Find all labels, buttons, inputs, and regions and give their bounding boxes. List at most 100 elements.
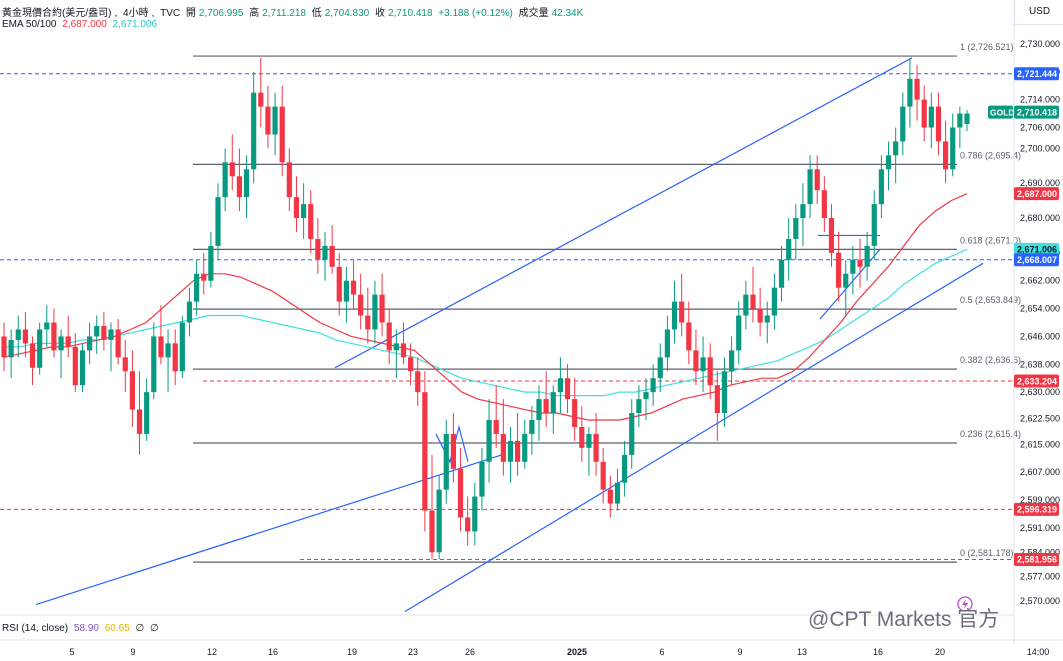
- candle-body: [372, 294, 378, 330]
- candle-body: [836, 252, 842, 288]
- candle-body: [422, 392, 428, 511]
- candle-body: [336, 266, 342, 302]
- candle-body: [37, 329, 43, 368]
- candle: [186, 287, 193, 337]
- currency-button[interactable]: USD: [1014, 0, 1063, 25]
- candle: [358, 273, 364, 330]
- candle: [814, 155, 820, 205]
- candle-body: [928, 106, 934, 128]
- fib-level-label: 0.786 (2,695.4): [960, 150, 1021, 160]
- candle-body: [450, 433, 456, 469]
- candle: [415, 357, 421, 407]
- candle-body: [108, 329, 114, 340]
- candle-body: [350, 280, 357, 295]
- time-tick-label: 12: [207, 647, 217, 657]
- candle-body: [614, 482, 621, 504]
- candle: [757, 287, 763, 337]
- candle-body: [679, 301, 685, 323]
- candle: [329, 225, 335, 274]
- rsi-value: 58.90: [73, 623, 99, 634]
- price-tag-bg: [1014, 242, 1059, 256]
- open-value: 2,706.995: [198, 8, 244, 19]
- candle-body: [101, 325, 107, 340]
- candle: [629, 399, 635, 469]
- fib-level-label: 0.618 (2,671.0): [960, 235, 1021, 245]
- candle: [115, 319, 121, 365]
- candle: [964, 110, 970, 131]
- price-tick-label: 2,706.000: [1020, 123, 1060, 133]
- candle-body: [607, 489, 613, 504]
- candle-body: [436, 489, 442, 553]
- candle-body: [700, 357, 706, 372]
- time-tick-label: 26: [465, 647, 475, 657]
- candle: [343, 266, 349, 323]
- price-tag-label: 2,671.006: [1017, 245, 1057, 255]
- candle-body: [315, 238, 321, 260]
- candle: [664, 315, 670, 372]
- fib-level-label: 0.382 (2,636.6): [960, 355, 1021, 365]
- candle-body: [579, 426, 585, 448]
- candle-body: [72, 346, 78, 386]
- candle: [22, 312, 28, 358]
- candle-body: [736, 315, 742, 351]
- candle-body: [208, 245, 214, 281]
- candle: [286, 148, 292, 212]
- candle: [172, 329, 178, 386]
- candle-body: [1, 336, 7, 358]
- rsi-label: RSI (14, close): [2, 623, 69, 634]
- price-tag: 2,671.006: [1014, 242, 1059, 256]
- candle: [543, 371, 549, 427]
- low-value: 2,704.830: [324, 8, 370, 19]
- candle-body: [807, 169, 813, 205]
- candle: [408, 343, 414, 386]
- candle-body: [750, 294, 756, 309]
- candle: [536, 385, 542, 441]
- candle: [158, 305, 164, 365]
- candle-body: [51, 322, 57, 351]
- candle-body: [386, 322, 392, 351]
- candle-body: [365, 315, 371, 330]
- candle-body: [29, 343, 36, 368]
- candle-body: [721, 371, 728, 414]
- candle: [144, 378, 150, 441]
- candle-body: [743, 294, 749, 316]
- candle-body: [322, 245, 328, 260]
- candle-body: [479, 461, 485, 497]
- candle-body: [308, 204, 314, 239]
- source-label: TVC: [160, 8, 181, 19]
- channel-lower-trendline: [404, 262, 984, 613]
- candle-body: [522, 433, 528, 462]
- candle-body: [293, 197, 300, 219]
- candle-body: [686, 322, 692, 351]
- price-tick-label: 2,570.000: [1020, 596, 1060, 606]
- candle-body: [550, 392, 556, 414]
- candle-body: [8, 339, 14, 358]
- time-tick-label: 16: [873, 647, 883, 657]
- channel-upper-trendline: [334, 57, 913, 369]
- candle: [400, 322, 407, 365]
- candle: [457, 447, 464, 532]
- price-tag-label: 2,668.007: [1017, 255, 1057, 265]
- price-tick-label: 2,630.000: [1020, 387, 1060, 397]
- candle-body: [793, 218, 799, 239]
- candle: [365, 287, 371, 344]
- candle-body: [258, 92, 264, 107]
- time-tick-label: 9: [130, 647, 135, 657]
- ema-legend: EMA 50/100 2,687.000 2,671.006: [2, 19, 160, 30]
- candle-body: [950, 127, 956, 170]
- candle-body: [757, 308, 763, 323]
- candle: [828, 204, 835, 267]
- candle: [935, 92, 942, 156]
- time-tick-label: 2025: [567, 647, 587, 657]
- candle: [208, 231, 214, 288]
- candle-body: [893, 141, 899, 156]
- candle-body: [144, 392, 150, 434]
- low-label: 低: [311, 8, 322, 19]
- candle-body: [379, 294, 385, 323]
- candle-body: [857, 259, 863, 267]
- ema-label: EMA 50/100: [2, 19, 57, 30]
- candle-body: [671, 301, 678, 330]
- candle-body: [179, 322, 185, 372]
